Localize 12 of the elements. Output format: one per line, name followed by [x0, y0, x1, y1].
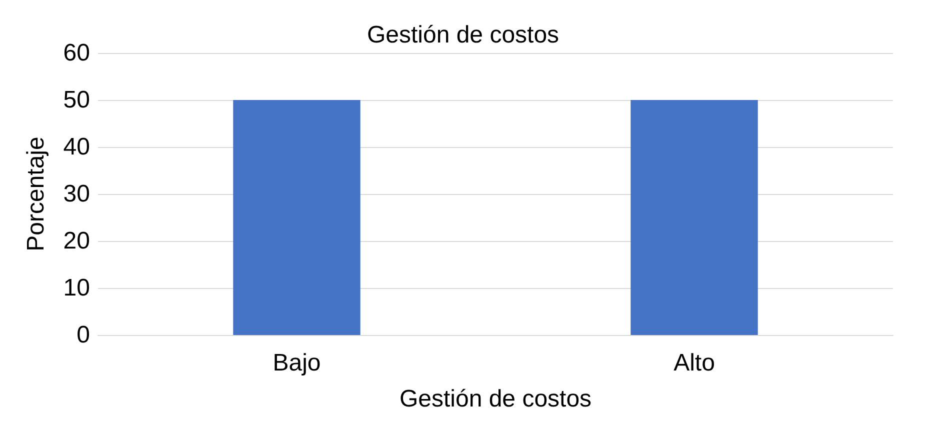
y-axis-title: Porcentaje: [22, 136, 50, 252]
chart-title: Gestión de costos: [366, 22, 560, 48]
y-tick-label: 20: [63, 228, 90, 254]
y-tick-label: 40: [63, 134, 90, 160]
x-tick-label: Bajo: [272, 350, 321, 376]
y-tick-label: 60: [63, 40, 90, 66]
y-tick-label: 10: [63, 274, 90, 302]
y-tick-label: 0: [76, 322, 90, 348]
x-tick-label: Alto: [674, 350, 715, 376]
y-tick-label: 50: [63, 86, 90, 114]
y-tick-label: 30: [63, 180, 90, 208]
x-axis-title: Gestión de costos: [399, 386, 592, 412]
